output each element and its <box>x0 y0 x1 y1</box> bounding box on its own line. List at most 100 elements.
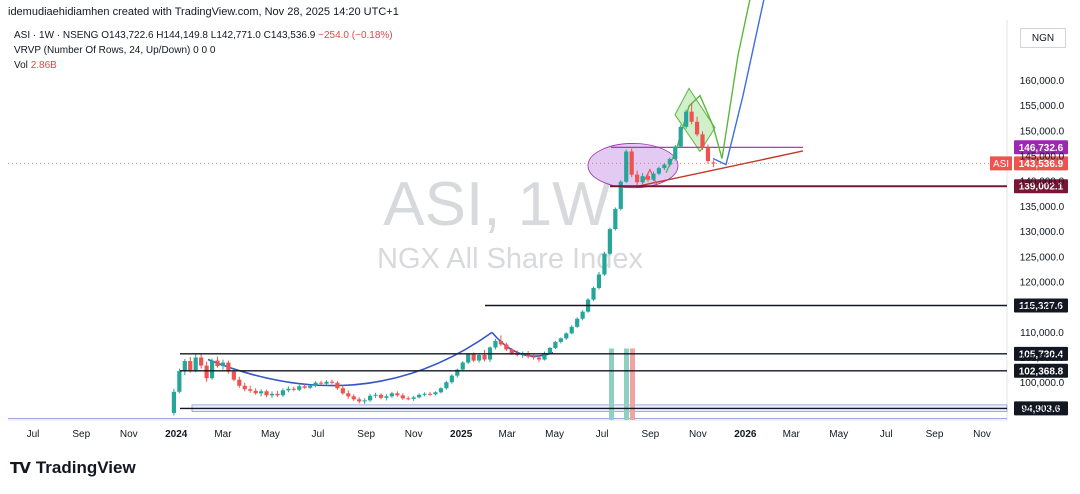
candle-body <box>466 354 471 363</box>
time-tick-label: Mar <box>214 429 232 440</box>
time-tick-label: 2024 <box>165 429 188 440</box>
candle-body <box>237 379 242 386</box>
price-label-text: 139,002.1 <box>1019 182 1064 193</box>
candle-body <box>351 396 356 400</box>
candle-body <box>482 355 487 360</box>
candle-body <box>591 288 596 300</box>
candle-body <box>624 151 629 182</box>
volume-bar <box>609 348 614 420</box>
candle-body <box>308 385 313 388</box>
candle-body <box>417 394 422 398</box>
candle-body <box>231 371 236 380</box>
candle-body <box>498 340 503 345</box>
candle-body <box>667 159 672 165</box>
high-value: H144,149.8 <box>156 30 208 41</box>
price-label <box>1014 179 1068 194</box>
time-axis[interactable]: Jul Sep Nov 2024 Mar May Jul Sep Nov 2025 Mar May Ju… <box>27 429 991 440</box>
candle-body <box>536 357 542 360</box>
change-value: −254.0 (−0.18%) <box>318 30 393 41</box>
candle-body <box>199 357 204 366</box>
time-tick-label: Nov <box>120 429 138 440</box>
candle-body <box>444 382 449 389</box>
candle-body <box>400 395 405 399</box>
candle-body <box>269 393 275 396</box>
candle-body <box>618 181 623 209</box>
time-tick-label: Sep <box>641 429 659 440</box>
currency-button[interactable]: NGN <box>1020 28 1066 48</box>
candle-body <box>607 229 612 254</box>
low-value: L142,771.0 <box>210 30 261 41</box>
time-tick-label: 2025 <box>450 429 473 440</box>
candle-body <box>411 397 416 399</box>
brand-name: TradingView <box>35 458 136 477</box>
vrvp-legend[interactable]: VRVP (Number Of Rows, 24, Up/Down) 0 0 0 <box>14 45 215 56</box>
price-label <box>1014 346 1068 361</box>
candle-body <box>596 274 602 289</box>
candle-body <box>253 390 258 394</box>
candle-body <box>367 395 373 401</box>
candle-body <box>242 385 247 390</box>
price-label-text: 105,730.4 <box>1019 349 1064 360</box>
time-tick-label: Mar <box>498 429 516 440</box>
price-tick-label: 150,000.0 <box>1020 126 1065 137</box>
price-label-text: 94,903.6 <box>1022 404 1061 415</box>
candle-body <box>455 369 460 376</box>
volume-bar <box>624 348 629 420</box>
candle-body <box>553 341 558 348</box>
symbol-tag <box>990 156 1012 171</box>
candle-body <box>302 386 307 388</box>
price-tick-label: 145,000.0 <box>1020 152 1065 163</box>
candle-body <box>220 362 226 367</box>
candle-body <box>182 361 187 372</box>
candle-body <box>471 354 476 361</box>
price-axis[interactable]: 95,000.0 100,000.0 105,000.0 110,000.0 115,0… <box>1020 76 1065 414</box>
time-tick-label: Sep <box>72 429 90 440</box>
candle-body <box>275 393 280 396</box>
price-tick-label: 155,000.0 <box>1020 101 1065 112</box>
price-label <box>1014 401 1068 416</box>
projection-path <box>665 0 751 173</box>
candle-body <box>346 393 351 397</box>
price-tick-label: 110,000.0 <box>1020 328 1064 339</box>
candle-body <box>389 393 394 397</box>
price-label <box>1014 363 1068 378</box>
candle-body <box>297 386 302 390</box>
candle-body <box>422 393 427 395</box>
range-box <box>191 404 1008 412</box>
time-tick-label: Nov <box>405 429 423 440</box>
vol-legend[interactable]: Vol 2.86B <box>14 60 57 71</box>
candle-body <box>585 299 591 312</box>
ohlc-legend: ASI · 1W · NSENG O143,722.6 H144,149.8 L… <box>14 30 393 41</box>
vrvp-values: 0 0 0 <box>193 45 216 56</box>
time-tick-label: May <box>261 429 280 440</box>
candle-body <box>476 355 482 361</box>
price-label-text: 146,732.6 <box>1019 143 1064 154</box>
candle-body <box>264 391 269 396</box>
vrvp-label: VRVP (Number Of Rows, 24, Up/Down) <box>14 45 191 56</box>
candle-body <box>678 126 683 147</box>
symbol-tag-text: ASI <box>993 159 1009 170</box>
candle-body <box>318 382 324 384</box>
candle-body <box>640 176 645 183</box>
candle-body <box>449 375 454 383</box>
candle-body <box>602 253 607 275</box>
candle-body <box>378 394 384 398</box>
price-tick-label: 135,000.0 <box>1020 202 1065 213</box>
creator-line: idemudiaehidiamhen created with TradingV… <box>8 6 399 18</box>
candle-body <box>313 382 318 386</box>
candle-body <box>433 392 438 395</box>
highlight-box <box>674 87 716 153</box>
candle-body <box>700 134 705 148</box>
candle-body <box>291 388 296 390</box>
symbol-line[interactable]: ASI · 1W · NSENG <box>14 30 99 41</box>
tradingview-brand[interactable]: 𝗧𝗩 TradingView <box>10 458 136 478</box>
price-tick-label: 115,000.0 <box>1020 303 1064 314</box>
price-tick-label: 100,000.0 <box>1020 378 1065 389</box>
candle-body <box>684 111 689 127</box>
price-label-text: 102,368.8 <box>1019 366 1064 377</box>
candle-body <box>384 396 389 398</box>
candle-body <box>558 338 563 342</box>
candle-body <box>493 340 498 348</box>
